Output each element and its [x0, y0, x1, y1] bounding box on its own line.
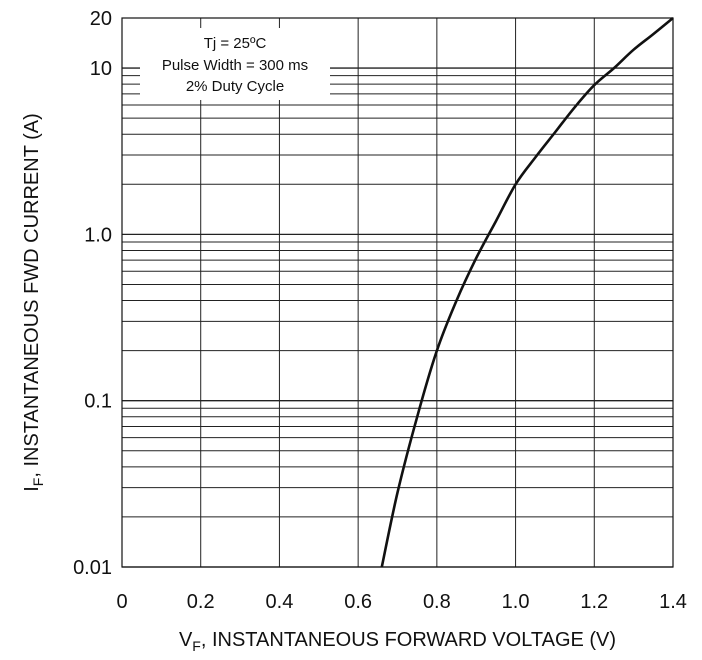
conditions-annotation: Tj = 25ºC Pulse Width = 300 ms 2% Duty C… [140, 28, 330, 100]
y-tick-label: 20 [90, 8, 112, 30]
x-tick-label: 0 [116, 591, 127, 613]
y-label-sub: F [30, 478, 46, 487]
x-axis-label: VF, INSTANTANEOUS FORWARD VOLTAGE (V) [179, 629, 616, 654]
x-tick-label: 0.2 [187, 591, 215, 613]
y-axis-label: IF, INSTANTANEOUS FWD CURRENT (A) [21, 113, 46, 492]
x-label-main: V [179, 629, 193, 651]
y-tick-labels: 0.01 0.1 1.0 10 20 [73, 8, 112, 579]
x-tick-label: 0.8 [423, 591, 451, 613]
annotation-line: 2% Duty Cycle [186, 78, 284, 95]
y-label-rest: , INSTANTANEOUS FWD CURRENT (A) [21, 113, 43, 477]
annotation-line: Tj = 25ºC [204, 35, 267, 52]
y-tick-label: 10 [90, 58, 112, 80]
x-label-sub: F [192, 638, 201, 654]
x-tick-label: 0.4 [266, 591, 294, 613]
x-tick-label: 1.0 [502, 591, 530, 613]
y-tick-label: 0.1 [84, 391, 112, 413]
annotation-line: Pulse Width = 300 ms [162, 57, 308, 74]
x-tick-label: 1.4 [659, 591, 687, 613]
y-tick-label: 1.0 [84, 224, 112, 246]
x-tick-label: 0.6 [344, 591, 372, 613]
y-label-main: I [21, 486, 43, 492]
y-tick-label: 0.01 [73, 557, 112, 579]
annotation-background [140, 28, 330, 100]
x-tick-label: 1.2 [580, 591, 608, 613]
forward-voltage-curve [380, 16, 674, 568]
plot-frame [121, 17, 674, 568]
grid [121, 17, 674, 568]
x-label-rest: , INSTANTANEOUS FORWARD VOLTAGE (V) [201, 629, 616, 651]
x-tick-labels: 0 0.2 0.4 0.6 0.8 1.0 1.2 1.4 [116, 591, 686, 613]
